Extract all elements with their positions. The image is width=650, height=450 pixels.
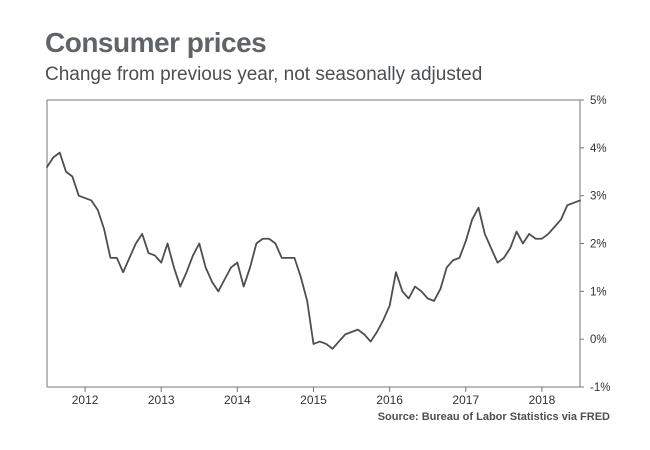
x-tick-label: 2016 xyxy=(376,393,403,407)
y-tick-label: 5% xyxy=(590,95,607,107)
y-tick-label: 0% xyxy=(590,334,607,346)
x-tick-label: 2013 xyxy=(148,393,175,407)
chart-title: Consumer prices xyxy=(45,27,267,58)
x-tick-label: 2012 xyxy=(72,393,99,407)
y-tick-label: 1% xyxy=(590,286,607,298)
source-note: Source: Bureau of Labor Statistics via F… xyxy=(377,411,610,423)
x-tick-label: 2014 xyxy=(224,393,251,407)
x-axis-ticks: 2012 2013 2014 2015 2016 2017 2018 xyxy=(72,387,556,407)
y-tick-label: 2% xyxy=(590,239,607,251)
y-tick-label: 4% xyxy=(590,143,607,155)
x-tick-label: 2017 xyxy=(452,393,479,407)
chart-series xyxy=(46,151,581,350)
x-tick-label: 2018 xyxy=(529,393,556,407)
y-tick-label: -1% xyxy=(590,382,610,394)
chart-subtitle: Change from previous year, not seasonall… xyxy=(45,64,483,85)
series-line-cpi xyxy=(46,151,581,350)
x-tick-label: 2015 xyxy=(300,393,327,407)
y-tick-label: 3% xyxy=(590,191,607,203)
y-axis-ticks: 5% 4% 3% 2% 1% 0% -1% xyxy=(580,95,610,394)
